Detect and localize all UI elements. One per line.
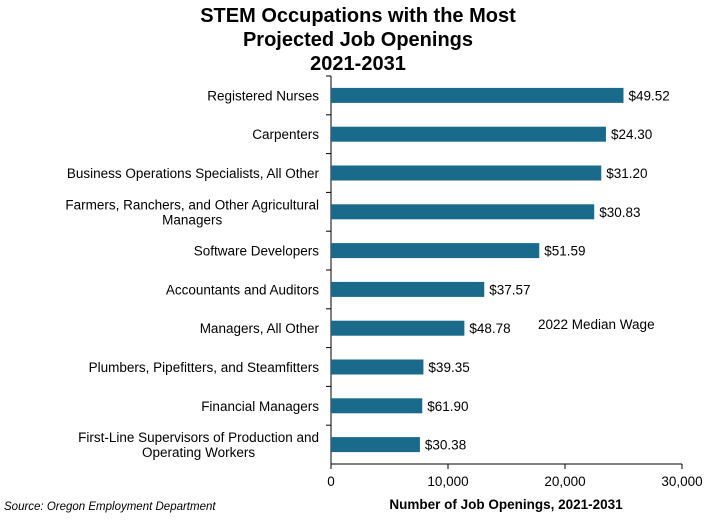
- bar: [331, 320, 465, 336]
- x-axis-title: Number of Job Openings, 2021-2031: [389, 497, 623, 512]
- median-wage-note: 2022 Median Wage: [538, 317, 655, 332]
- category-label: Registered Nurses: [207, 88, 319, 103]
- x-tick-label: 20,000: [544, 474, 585, 489]
- category-label: Software Developers: [194, 244, 320, 259]
- data-label: $31.20: [606, 166, 647, 181]
- bar: [331, 126, 606, 142]
- data-label: $24.30: [611, 127, 652, 142]
- category-label: Accountants and Auditors: [166, 282, 319, 297]
- data-label: $39.35: [428, 360, 469, 375]
- chart-title-line-1: STEM Occupations with the Most: [200, 5, 516, 27]
- data-label: $51.59: [544, 244, 585, 259]
- data-label: $49.52: [629, 88, 670, 103]
- bar: [331, 398, 423, 414]
- category-label: First-Line Supervisors of Production and: [78, 430, 319, 445]
- chart-title-line-2: Projected Job Openings: [242, 29, 474, 51]
- bar: [331, 437, 420, 453]
- data-label: $30.83: [599, 205, 640, 220]
- bar: [331, 359, 424, 375]
- category-label: Plumbers, Pipefitters, and Steamfitters: [89, 360, 320, 375]
- category-label: Financial Managers: [201, 399, 319, 414]
- category-label: Operating Workers: [142, 445, 255, 460]
- data-label: $61.90: [427, 399, 468, 414]
- data-label: $48.78: [469, 321, 510, 336]
- category-label: Managers, All Other: [200, 321, 320, 336]
- category-label: Carpenters: [252, 127, 319, 142]
- bar: [331, 281, 485, 297]
- x-tick-label: 0: [327, 474, 335, 489]
- data-label: $30.38: [425, 438, 466, 453]
- category-label: Business Operations Specialists, All Oth…: [67, 166, 320, 181]
- chart-title-line-3: 2021-2031: [310, 53, 406, 75]
- category-label: Farmers, Ranchers, and Other Agricultura…: [65, 197, 319, 212]
- x-tick-label: 10,000: [427, 474, 468, 489]
- bar: [331, 243, 540, 259]
- bar: [331, 204, 595, 220]
- data-label: $37.57: [489, 282, 530, 297]
- x-tick-label: 30,000: [661, 474, 702, 489]
- source-note: Source: Oregon Employment Department: [4, 501, 216, 513]
- category-label: Managers: [162, 212, 222, 227]
- bar: [331, 87, 624, 103]
- bar: [331, 165, 602, 181]
